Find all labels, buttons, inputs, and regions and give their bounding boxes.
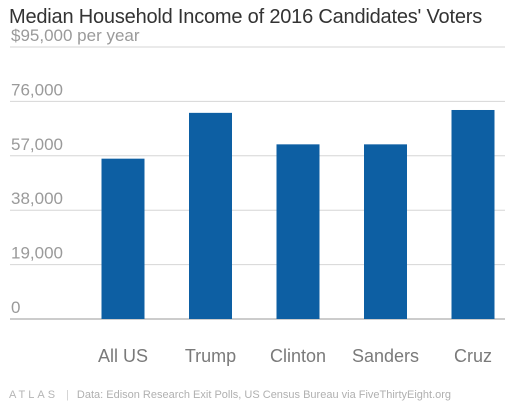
bar-trump <box>189 112 232 319</box>
y-tick-label: 76,000 <box>11 80 63 99</box>
chart-title: Median Household Income of 2016 Candidat… <box>9 6 483 28</box>
bars <box>101 109 495 319</box>
atlas-logo: ATLAS <box>9 389 59 401</box>
bar-all-us <box>101 158 145 319</box>
bar-cruz <box>451 109 495 319</box>
bar-clinton <box>276 144 320 319</box>
bar-sanders <box>364 144 407 319</box>
x-tick-label: Clinton <box>270 346 326 366</box>
footer: ATLAS | Data: Edison Research Exit Polls… <box>9 389 451 401</box>
x-tick-label: Cruz <box>454 346 492 366</box>
x-tick-label: Sanders <box>352 346 419 366</box>
y-tick-label: 57,000 <box>11 135 63 154</box>
x-tick-label: All US <box>98 346 148 366</box>
y-tick-label: 38,000 <box>11 189 63 208</box>
x-tick-label: Trump <box>185 346 236 366</box>
footer-separator: | <box>66 389 69 401</box>
x-tick-labels: All US Trump Clinton Sanders Cruz <box>98 346 492 366</box>
y-tick-label: $95,000 per year <box>11 26 140 45</box>
gridlines <box>10 46 505 320</box>
y-tick-label: 19,000 <box>11 244 63 263</box>
y-tick-label: 0 <box>11 298 20 317</box>
source-note: Data: Edison Research Exit Polls, US Cen… <box>76 389 452 401</box>
y-tick-labels: 0 19,000 38,000 57,000 76,000 $95,000 per yea… <box>11 26 140 317</box>
